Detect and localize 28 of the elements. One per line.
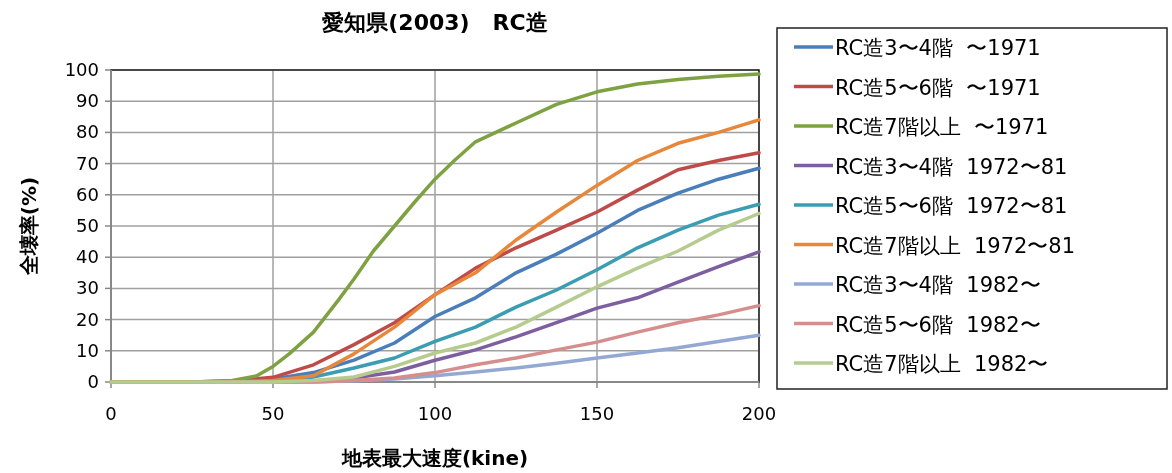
legend-label: RC造3〜4階 〜1971 (835, 36, 1041, 60)
y-tick-label: 90 (76, 90, 99, 112)
x-axis-title: 地表最大速度(kine) (340, 446, 529, 470)
y-tick-label: 60 (76, 183, 99, 205)
y-tick-label: 70 (76, 152, 99, 174)
x-tick-label: 150 (579, 403, 615, 424)
legend-label: RC造3〜4階 1982〜 (835, 273, 1041, 297)
x-tick-label: 0 (105, 403, 117, 424)
x-tick-label: 200 (741, 403, 777, 424)
legend-label: RC造3〜4階 1972〜81 (835, 154, 1068, 179)
y-tick-label: 0 (87, 371, 99, 392)
y-tick-label: 100 (64, 59, 99, 80)
legend-label: RC造5〜6階 1972〜81 (835, 194, 1068, 218)
x-tick-label: 50 (261, 403, 285, 424)
legend-label: RC造7階以上 1972〜81 (835, 233, 1076, 258)
y-tick-label: 10 (76, 339, 99, 361)
legend-label: RC造5〜6階 1982〜 (835, 312, 1041, 337)
y-tick-label: 80 (76, 121, 99, 143)
legend-label: RC造5〜6階 〜1971 (835, 75, 1041, 100)
y-tick-label: 50 (76, 215, 99, 236)
y-axis-title: 全壊率(%) (17, 176, 41, 277)
y-tick-label: 40 (76, 246, 99, 268)
y-tick-label: 20 (76, 308, 99, 330)
legend-label: RC造7階以上 1982〜 (835, 352, 1049, 376)
x-tick-label: 100 (417, 403, 453, 424)
chart-title: 愛知県(2003) RC造 (322, 10, 548, 35)
legend-label: RC造7階以上 〜1971 (835, 115, 1049, 139)
y-tick-label: 30 (76, 277, 99, 299)
